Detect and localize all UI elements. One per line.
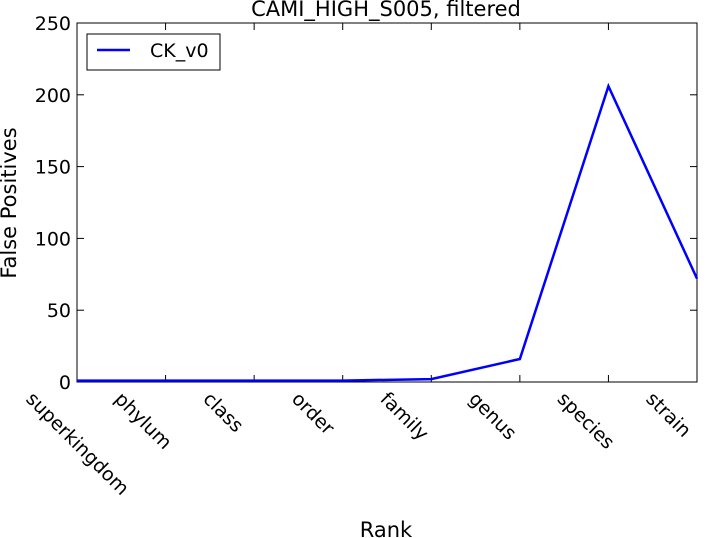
plot-frame	[76, 22, 698, 383]
x-tick-label: family	[376, 388, 433, 445]
x-axis-title: Rank	[360, 518, 413, 538]
series-layer	[77, 82, 699, 382]
legend-label-ck-v0: CK_v0	[150, 40, 209, 62]
y-tick-label: 0	[59, 372, 71, 394]
x-tick-label: genus	[464, 388, 520, 444]
x-tick-label: class	[199, 388, 248, 437]
y-axis-title: False Positives	[0, 127, 21, 278]
x-tick-label: strain	[641, 388, 695, 442]
chart-title: CAMI_HIGH_S005, filtered	[251, 0, 521, 22]
x-tick-label: order	[287, 388, 339, 440]
x-tick-label: species	[553, 388, 619, 454]
legend-box	[86, 33, 221, 71]
series-line-ck-v0	[77, 82, 699, 382]
legend: CK_v0	[86, 33, 221, 71]
y-tick-label: 50	[47, 300, 71, 322]
y-tick-label: 200	[35, 85, 71, 107]
y-axis-ticks: 0 50 100 150 200 250	[35, 13, 697, 394]
y-tick-label: 150	[35, 157, 71, 179]
y-tick-label: 100	[35, 228, 71, 250]
y-tick-label: 250	[35, 13, 71, 35]
x-tick-label: phylum	[110, 388, 176, 454]
